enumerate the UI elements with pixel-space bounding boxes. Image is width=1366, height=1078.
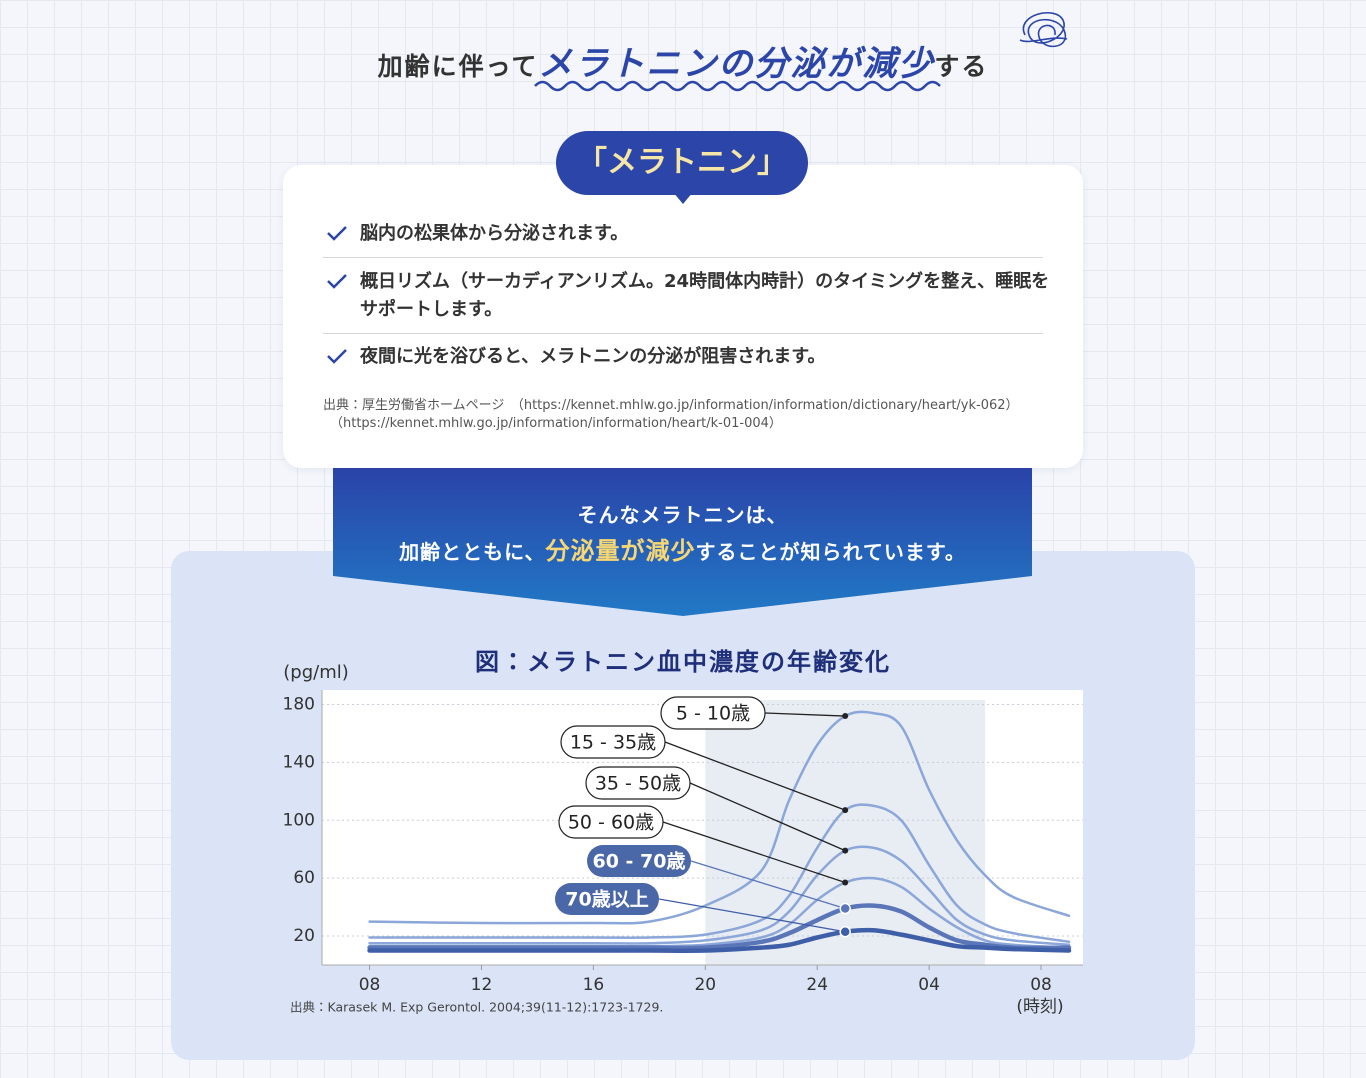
callout-line bbox=[658, 898, 846, 933]
wavy-underline bbox=[534, 80, 941, 92]
check-icon bbox=[327, 274, 347, 289]
x-tick-label: 04 bbox=[918, 975, 940, 995]
series-line bbox=[368, 710, 1071, 925]
night-band bbox=[705, 700, 986, 965]
source-text: 出典：厚生労働省ホームページ （https://kennet.mhlw.go.j… bbox=[323, 398, 1019, 413]
banner-line: 加齢とともに、分泌量が減少することが知られています。 bbox=[333, 533, 1032, 570]
x-tick-label: 20 bbox=[694, 975, 716, 995]
callout-line bbox=[664, 741, 846, 811]
callout-line bbox=[764, 712, 846, 717]
bullet-item: 概日リズム（サーカディアンリズム。24時間体内時計）のタイミングを整え、睡眠をサ… bbox=[360, 271, 1050, 320]
series-label: 15 - 35歳 bbox=[570, 732, 656, 754]
callout-dot bbox=[842, 713, 849, 720]
source-text: （https://kennet.mhlw.go.jp/information/i… bbox=[330, 416, 782, 431]
card-label: 「メラトニン」 bbox=[556, 131, 808, 195]
x-tick-label: 24 bbox=[806, 975, 828, 995]
title-text: する bbox=[934, 52, 989, 81]
bullet-item: 脳内の松果体から分泌されます。 bbox=[360, 223, 629, 244]
series-label: 60 - 70歳 bbox=[593, 851, 686, 873]
callout-line bbox=[689, 782, 846, 852]
callout-dot bbox=[839, 925, 851, 938]
series-label-box bbox=[560, 725, 666, 759]
callout-dot bbox=[842, 807, 849, 814]
series-line bbox=[368, 803, 1071, 944]
callout-line bbox=[662, 821, 846, 884]
x-tick-label: 08 bbox=[1030, 975, 1052, 995]
series-label-box bbox=[587, 845, 691, 877]
callout-dot bbox=[842, 879, 849, 886]
page-title: 加齢に伴ってメラトニンの分泌が減少する bbox=[0, 36, 1366, 85]
y-tick-label: 140 bbox=[283, 752, 315, 772]
x-tick-label: 08 bbox=[359, 975, 381, 995]
separator bbox=[323, 333, 1043, 334]
series-label-box bbox=[555, 883, 659, 915]
scribble-icon bbox=[1019, 11, 1068, 48]
title-emphasis: メラトニンの分泌が減少 bbox=[538, 44, 935, 84]
check-icon bbox=[327, 226, 347, 241]
series-label: 35 - 50歳 bbox=[595, 773, 681, 795]
y-tick-label: 60 bbox=[293, 868, 315, 888]
y-tick-label: 180 bbox=[283, 694, 315, 714]
y-axis-label: (pg/ml) bbox=[283, 662, 349, 683]
series-line bbox=[368, 845, 1071, 946]
series-label: 70歳以上 bbox=[565, 889, 648, 911]
bullet-item: 夜間に光を浴びると、メラトニンの分泌が阻害されます。 bbox=[360, 346, 826, 367]
series-line bbox=[367, 927, 1072, 953]
banner-emphasis: 分泌量が減少 bbox=[545, 537, 696, 565]
banner bbox=[333, 468, 1032, 616]
callout-line bbox=[690, 860, 846, 910]
chart-title: 図：メラトニン血中濃度の年齢変化 bbox=[475, 648, 891, 676]
title-text: 加齢に伴って bbox=[377, 52, 539, 81]
series-label-box bbox=[660, 696, 766, 730]
callout-dot bbox=[842, 847, 849, 854]
banner-text: することが知られています。 bbox=[695, 540, 966, 564]
series-line bbox=[367, 903, 1072, 951]
x-tick-label: 12 bbox=[471, 975, 493, 995]
series-label: 5 - 10歳 bbox=[676, 703, 750, 725]
series-label-box bbox=[585, 766, 691, 800]
banner-text: そんなメラトニンは、 加齢とともに、分泌量が減少することが知られています。 bbox=[333, 497, 1032, 570]
chart-source: 出典：Karasek M. Exp Gerontol. 2004;39(11-1… bbox=[290, 1000, 663, 1015]
separator bbox=[323, 257, 1043, 258]
series-label-box bbox=[558, 805, 664, 839]
y-tick-label: 20 bbox=[293, 926, 315, 946]
x-tick-label: 16 bbox=[583, 975, 605, 995]
series-label: 50 - 60歳 bbox=[568, 812, 654, 834]
label-pointer bbox=[673, 192, 693, 204]
check-icon bbox=[327, 349, 347, 364]
callout-dot bbox=[839, 902, 851, 915]
banner-line: そんなメラトニンは、 bbox=[577, 503, 788, 527]
info-card bbox=[283, 165, 1083, 468]
y-tick-label: 100 bbox=[283, 810, 315, 830]
x-axis-label: (時刻) bbox=[1016, 997, 1063, 1017]
banner-text: 加齢とともに、 bbox=[399, 540, 546, 564]
